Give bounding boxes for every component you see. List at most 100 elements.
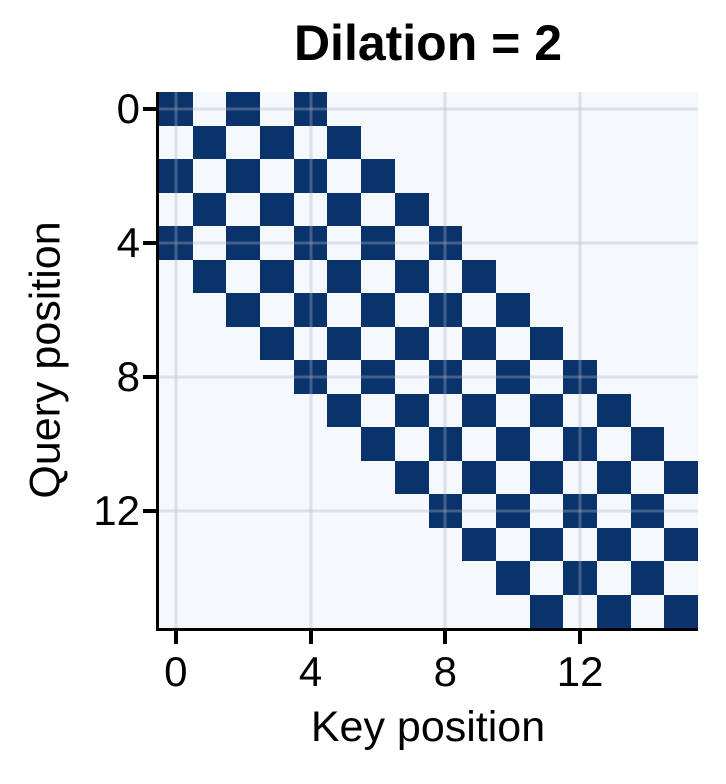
heatmap-cell [530, 293, 564, 327]
heatmap-cell [260, 192, 294, 226]
heatmap-cell [159, 528, 193, 562]
heatmap-cell [159, 159, 193, 193]
heatmap-cell [327, 125, 362, 159]
heatmap-cell [429, 327, 463, 361]
heatmap-cell [597, 226, 631, 260]
heatmap-cell [327, 259, 362, 293]
heatmap-cell [631, 461, 665, 495]
heatmap-cell [664, 193, 698, 227]
heatmap-cell [429, 92, 463, 126]
y-tick-label: 12 [93, 486, 140, 534]
heatmap-cell [226, 561, 260, 595]
heatmap-cell [394, 192, 429, 226]
heatmap-cell [563, 528, 597, 562]
heatmap-cell [664, 92, 698, 126]
heatmap-cell [361, 327, 395, 361]
heatmap-cell [462, 393, 496, 427]
heatmap-cell [327, 92, 361, 126]
heatmap-cell [563, 126, 597, 160]
heatmap-cell [428, 293, 463, 327]
heatmap-cell [159, 126, 193, 160]
heatmap-cell [631, 126, 665, 160]
heatmap-cell [327, 293, 361, 327]
x-tick-label: 8 [433, 648, 458, 695]
heatmap-cell [260, 259, 294, 293]
heatmap-cell [226, 193, 260, 227]
heatmap-cell [394, 460, 429, 494]
heatmap-cell [596, 460, 631, 494]
heatmap-cell [361, 92, 395, 126]
heatmap-cell [361, 427, 395, 461]
heatmap-cell [395, 126, 429, 160]
heatmap-cell [563, 260, 597, 294]
heatmap-cell [193, 327, 227, 361]
heatmap-cell [361, 595, 395, 629]
heatmap-cell [294, 394, 328, 428]
heatmap-cell [192, 192, 227, 226]
heatmap-cell [630, 494, 665, 528]
heatmap-cell [530, 92, 564, 126]
heatmap-cell [597, 427, 631, 461]
heatmap-cell [530, 427, 564, 461]
heatmap-cell [664, 226, 698, 260]
heatmap-cell [597, 92, 631, 126]
heatmap-cell [159, 327, 193, 361]
heatmap-cell [496, 92, 530, 126]
heatmap-cell [462, 159, 496, 193]
heatmap-cell [361, 126, 395, 160]
heatmap-cell [429, 461, 463, 495]
heatmap-cell [193, 528, 227, 562]
heatmap-cell [563, 461, 597, 495]
heatmap-cell [327, 528, 361, 562]
heatmap-cell [563, 327, 597, 361]
heatmap-cell [260, 159, 294, 193]
heatmap-cell [597, 126, 631, 160]
y-axis-spine [156, 92, 159, 631]
heatmap-cell [159, 193, 193, 227]
heatmap-cell [530, 126, 564, 160]
heatmap-cell [294, 126, 328, 160]
heatmap-cell [664, 427, 698, 461]
heatmap-cell [327, 360, 361, 394]
heatmap-cell [496, 193, 530, 227]
heatmap-cell [293, 293, 328, 327]
y-tick-mark [143, 106, 157, 111]
x-tick-mark [308, 630, 313, 644]
heatmap-cell [530, 561, 564, 595]
y-tick-mark [143, 240, 157, 245]
heatmap-cell [226, 293, 261, 327]
heatmap-cell [193, 461, 227, 495]
heatmap-cell [159, 427, 193, 461]
heatmap-cell [361, 394, 395, 428]
heatmap-cell [294, 327, 328, 361]
heatmap-cell [327, 393, 362, 427]
heatmap-cell [327, 226, 361, 260]
heatmap-cell [327, 192, 362, 226]
heatmap-grid [159, 92, 698, 628]
heatmap-cell [530, 260, 564, 294]
heatmap-cell [294, 561, 328, 595]
heatmap-cell [563, 394, 597, 428]
heatmap-cell [529, 460, 564, 494]
heatmap-cell [496, 260, 530, 294]
heatmap-cell [159, 561, 193, 595]
heatmap-cell [226, 92, 261, 126]
heatmap-cell [361, 494, 395, 528]
heatmap-cell [294, 494, 328, 528]
heatmap-cell [361, 461, 395, 495]
chart-title: Dilation = 2 [293, 15, 563, 71]
heatmap-cell [563, 427, 597, 461]
heatmap-cell [631, 293, 665, 327]
heatmap-cell [361, 159, 395, 193]
heatmap-cell [631, 360, 665, 394]
heatmap-cell [631, 159, 665, 193]
heatmap-cell [159, 394, 193, 428]
heatmap-cell [429, 561, 463, 595]
heatmap-cell [462, 527, 496, 561]
heatmap-cell [226, 226, 261, 260]
heatmap-cell [260, 92, 294, 126]
heatmap-cell [193, 226, 227, 260]
heatmap-cell [260, 427, 294, 461]
heatmap-cell [496, 126, 530, 160]
heatmap-cell [193, 293, 227, 327]
